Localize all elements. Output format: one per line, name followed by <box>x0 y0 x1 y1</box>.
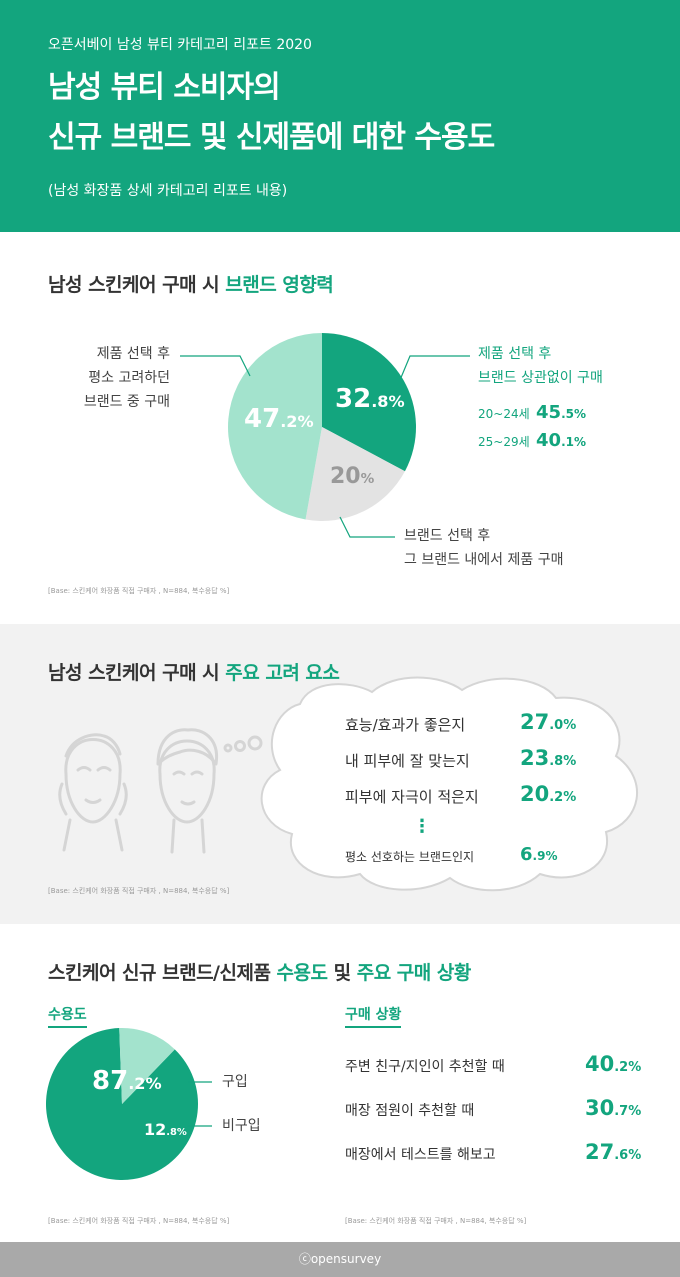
thought-cloud-icon <box>260 676 638 892</box>
right-label-line1: 제품 선택 후 <box>478 346 552 362</box>
section3-base-note-left: [Base: 스킨케어 화장품 직접 구매자 , N=884, 복수응답 %] <box>48 1217 230 1225</box>
section1-base-note: [Base: 스킨케어 화장품 직접 구매자 , N=884, 복수응답 %] <box>48 587 230 595</box>
pie1-slice-brand-irrelevant <box>322 333 416 472</box>
situation-text: 매장 점원이 추천할 때 <box>345 1103 475 1119</box>
pie1-label-32-8: 32.8% <box>335 384 405 414</box>
ellipsis-icon: ⋮ <box>413 816 431 837</box>
pie1-slice-brand-first <box>305 427 405 521</box>
pie1-slices <box>228 333 416 521</box>
factor-label: 내 피부에 잘 맞는지 <box>345 752 470 770</box>
opensurvey-logo-icon: ⓒ <box>298 1252 311 1266</box>
situation-value: 27.6% <box>585 1140 642 1164</box>
face-washing-icon <box>58 733 128 852</box>
situation-row: 주변 친구/지인이 추천할 때 40.2% <box>345 1052 645 1096</box>
faces-and-cloud-illustration <box>58 676 638 892</box>
face-thinking-icon <box>156 728 263 854</box>
pie1-label-47-2: 47.2% <box>244 404 314 434</box>
section2-title-prefix: 남성 스킨케어 구매 시 <box>48 662 226 684</box>
pie2-slice-buy <box>45 1028 199 1180</box>
acceptance-section: 스킨케어 신규 브랜드/신제품 수용도 및 주요 구매 상황 수용도 구매 상황… <box>0 924 680 1242</box>
opensurvey-logo-text: opensurvey <box>310 1252 382 1266</box>
right-label-line2: 브랜드 상관없이 구매 <box>478 370 603 386</box>
left-label-line1: 제품 선택 후 <box>96 346 170 362</box>
key-factors-section: 남성 스킨케어 구매 시 주요 고려 요소 효능/효과가 좋은지 2 <box>0 624 680 924</box>
pie2-slices <box>45 1028 199 1180</box>
left-leader-line <box>180 355 251 377</box>
factor-value: 23.8% <box>520 746 577 770</box>
situation-label: 구매 상황 <box>345 1004 402 1028</box>
section2-base-note: [Base: 스킨케어 화장품 직접 구매자 , N=884, 복수응답 %] <box>48 887 230 895</box>
right-leader-line <box>399 355 470 381</box>
situation-value: 40.2% <box>585 1052 642 1076</box>
section3-base-note-right: [Base: 스킨케어 화장품 직접 구매자 , N=884, 복수응답 %] <box>345 1217 527 1225</box>
section1-title-prefix: 남성 스킨케어 구매 시 <box>48 274 226 296</box>
footer-bar: ⓒopensurvey <box>0 1242 680 1277</box>
right-category-label: 제품 선택 후 브랜드 상관없이 구매 <box>478 342 603 390</box>
brand-influence-pie-chart <box>180 333 470 538</box>
factor-value: 6.9% <box>520 844 558 865</box>
left-label-line3: 브랜드 중 구매 <box>83 394 170 410</box>
left-label-line2: 평소 고려하던 <box>88 370 170 386</box>
bottom-category-label: 브랜드 선택 후 그 브랜드 내에서 제품 구매 <box>404 524 563 572</box>
report-description: (남성 화장품 상세 카테고리 리포트 내용) <box>48 183 288 199</box>
bottom-label-line2: 그 브랜드 내에서 제품 구매 <box>404 552 564 568</box>
legend-buy: 구입 <box>222 1074 248 1090</box>
pie1-slice-considered-brand <box>228 333 322 520</box>
factor-value: 20.2% <box>520 782 577 806</box>
report-subtitle: 오픈서베이 남성 뷰티 카테고리 리포트 2020 <box>48 37 312 53</box>
section2-title-highlight: 주요 고려 요소 <box>225 662 340 684</box>
section1-title: 남성 스킨케어 구매 시 브랜드 영향력 <box>48 270 334 297</box>
factor-label: 효능/효과가 좋은지 <box>345 716 466 734</box>
acceptance-label: 수용도 <box>48 1004 87 1028</box>
legend-nobuy: 비구입 <box>222 1118 261 1134</box>
situation-text: 매장에서 테스트를 해보고 <box>345 1147 496 1163</box>
pie2-slice-nobuy <box>119 1028 175 1104</box>
section2-title: 남성 스킨케어 구매 시 주요 고려 요소 <box>48 658 340 685</box>
situation-row: 매장 점원이 추천할 때 30.7% <box>345 1096 645 1140</box>
acceptance-pie-chart <box>45 1028 212 1180</box>
bottom-leader-line <box>339 516 395 538</box>
bottom-label-line1: 브랜드 선택 후 <box>404 528 491 544</box>
situation-row: 매장에서 테스트를 해보고 27.6% <box>345 1140 645 1184</box>
pie1-label-20: 20% <box>330 464 375 489</box>
header-banner: 오픈서베이 남성 뷰티 카테고리 리포트 2020 남성 뷰티 소비자의 신규 … <box>0 0 680 232</box>
section3-title: 스킨케어 신규 브랜드/신제품 수용도 및 주요 구매 상황 <box>48 962 471 984</box>
pie2-label-87-2: 87.2% <box>92 1066 162 1096</box>
age-row: 25~29세 40.1% <box>478 430 586 451</box>
main-title-line2: 신규 브랜드 및 신제품에 대한 수용도 <box>48 120 495 155</box>
section1-title-highlight: 브랜드 영향력 <box>225 274 334 296</box>
situation-list: 주변 친구/지인이 추천할 때 40.2% 매장 점원이 추천할 때 30.7%… <box>345 1052 645 1184</box>
pie2-label-12-8: 12.8% <box>144 1120 187 1139</box>
age-breakdown: 20~24세 45.5% 25~29세 40.1% <box>478 402 586 458</box>
factor-value: 27.0% <box>520 710 577 734</box>
situation-value: 30.7% <box>585 1096 642 1120</box>
situation-text: 주변 친구/지인이 추천할 때 <box>345 1059 505 1075</box>
age-row: 20~24세 45.5% <box>478 402 586 423</box>
factor-label: 평소 선호하는 브랜드인지 <box>345 850 475 864</box>
main-title-line1: 남성 뷰티 소비자의 <box>48 70 281 105</box>
factor-label: 피부에 자극이 적은지 <box>345 788 479 806</box>
brand-influence-section: 남성 스킨케어 구매 시 브랜드 영향력 32.8% 20% 47.2% 제품 … <box>0 232 680 624</box>
left-category-label: 제품 선택 후 평소 고려하던 브랜드 중 구매 <box>70 342 170 414</box>
